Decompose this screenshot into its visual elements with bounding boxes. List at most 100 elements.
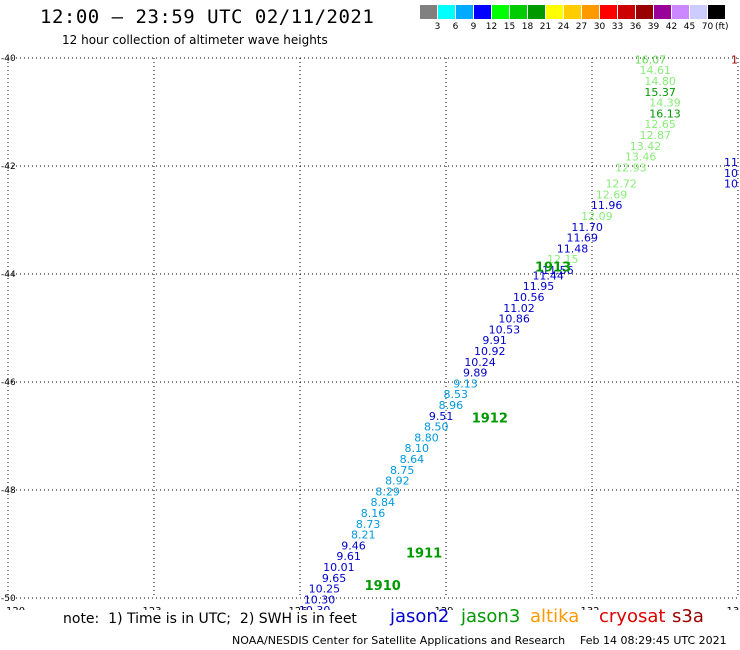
- wave-height-label: 9.91: [482, 334, 507, 347]
- pass-number-label: 1910: [365, 579, 401, 594]
- wave-height-label: 15.37: [644, 86, 676, 99]
- legend-label: 33: [611, 22, 624, 32]
- wave-height-label: 10.53: [489, 323, 521, 336]
- legend-swatch: [600, 5, 617, 19]
- wave-height-label: 8.16: [361, 507, 386, 520]
- legend-swatch: [528, 5, 545, 19]
- wave-height-label: 11.96: [591, 199, 623, 212]
- wave-height-label: 8.50: [424, 421, 449, 434]
- y-tick-label: -46: [1, 378, 16, 388]
- wave-height-label: 9.89: [463, 367, 488, 380]
- wave-height-label: 8.80: [414, 431, 439, 444]
- wave-height-label: 10.01: [323, 561, 355, 574]
- x-tick-label: 123: [142, 606, 161, 610]
- satellite-jason2: jason2: [390, 606, 450, 627]
- wave-height-label: 11.95: [523, 280, 555, 293]
- wave-height-label: 14.80: [644, 75, 676, 88]
- wave-height-label: 8.75: [390, 464, 415, 477]
- legend-label: 18: [521, 22, 534, 32]
- x-tick-label: 132: [580, 606, 599, 610]
- wave-height-label: 10.30: [304, 593, 336, 606]
- wave-height-label: 8.64: [400, 453, 425, 466]
- wave-height-label: 8.84: [370, 496, 395, 509]
- wave-height-label: 8.96: [439, 399, 464, 412]
- legend-swatch: [546, 5, 563, 19]
- wave-height-label: 14.61: [640, 64, 672, 77]
- satellite-cryosat: cryosat: [599, 606, 666, 627]
- x-tick-label: 120: [6, 606, 25, 610]
- page-subtitle: 12 hour collection of altimeter wave hei…: [62, 33, 328, 47]
- wave-height-label: 12.65: [644, 118, 676, 131]
- legend-label: 21: [539, 22, 552, 32]
- wave-height-label: 12.93: [615, 161, 647, 174]
- y-tick-label: -42: [1, 162, 16, 172]
- wave-height-label: 10.30: [299, 604, 331, 610]
- legend-label: 39: [647, 22, 660, 32]
- legend-swatch: [654, 5, 671, 19]
- satellite-s3a: s3a: [672, 606, 704, 627]
- wave-height-label: 14.39: [649, 97, 681, 110]
- wave-height-label: 11.69: [567, 232, 599, 245]
- wave-height-label: 9.65: [322, 572, 347, 585]
- footer-note: note: 1) Time is in UTC; 2) SWH is in fe…: [63, 611, 357, 627]
- x-tick-label: 135: [726, 606, 740, 610]
- credit-text: NOAA/NESDIS Center for Satellite Applica…: [232, 634, 566, 647]
- legend-label: 70: [701, 22, 714, 32]
- wave-height-label: 10.86: [498, 313, 530, 326]
- wave-height-label: 8.29: [375, 485, 400, 498]
- legend-swatch: [618, 5, 635, 19]
- legend-label: 45: [683, 22, 696, 32]
- y-tick-label: -48: [1, 486, 16, 496]
- wave-height-label: 1: [731, 53, 738, 66]
- wave-height-label: 9.13: [453, 377, 478, 390]
- wave-height-label: 11.02: [503, 302, 535, 315]
- wave-height-label: 10: [724, 178, 738, 191]
- legend-swatch: [438, 5, 455, 19]
- legend-swatch: [582, 5, 599, 19]
- wave-height-label: 12.87: [640, 129, 672, 142]
- wave-height-label: 11: [724, 156, 738, 169]
- legend-label: 36: [629, 22, 642, 32]
- wave-height-label: 9.61: [336, 550, 361, 563]
- wave-height-label: 13.42: [630, 140, 662, 153]
- legend-swatch: [474, 5, 491, 19]
- wave-height-label: 16.13: [649, 107, 681, 120]
- legend-label: 30: [593, 22, 606, 32]
- wave-height-label: 11.56: [542, 264, 574, 277]
- wave-height-label: 13.46: [625, 151, 657, 164]
- y-tick-label: -44: [1, 270, 16, 280]
- legend-label: 12: [485, 22, 498, 32]
- legend-swatch: [492, 5, 509, 19]
- legend-swatch: [672, 5, 689, 19]
- y-tick-label: -50: [1, 594, 16, 604]
- pass-number-label: 1912: [472, 412, 508, 427]
- satellite-altika: altika: [530, 606, 580, 627]
- pass-number-label: 1913: [535, 260, 571, 275]
- wave-height-label: 12.69: [596, 188, 628, 201]
- wave-height-label: 8.92: [385, 475, 410, 488]
- legend-unit: (ft): [715, 22, 729, 32]
- wave-height-label: 10.56: [513, 291, 545, 304]
- legend-label: 27: [575, 22, 588, 32]
- wave-height-label: 11.44: [532, 269, 564, 282]
- pass-number-label: 1911: [406, 547, 442, 562]
- wave-height-label: 12.72: [605, 178, 637, 191]
- wave-height-map: 120 123 126 129 132 135 -40 -42 -44 -46 -48 -50 16.0…: [1, 53, 740, 610]
- legend-swatch: [708, 5, 725, 19]
- legend-swatch: [420, 5, 437, 19]
- page-title: 12:00 – 23:59 UTC 02/11/2021: [40, 6, 375, 28]
- legend-swatch: [564, 5, 581, 19]
- wave-height-label: 10.24: [464, 356, 496, 369]
- legend-label: 24: [557, 22, 570, 32]
- wave-height-label: 12.09: [581, 210, 613, 223]
- x-tick-label: 126: [288, 606, 307, 610]
- legend-swatch: [636, 5, 653, 19]
- wave-height-label: 8.21: [351, 529, 376, 542]
- legend-swatch: [456, 5, 473, 19]
- wave-height-label: 9.51: [429, 410, 454, 423]
- legend-label: 9: [470, 22, 477, 32]
- wave-height-label: 9.46: [341, 539, 366, 552]
- wave-height-label: 8.10: [405, 442, 430, 455]
- wave-height-label: 11.70: [571, 221, 603, 234]
- wave-height-label: 10: [724, 167, 738, 180]
